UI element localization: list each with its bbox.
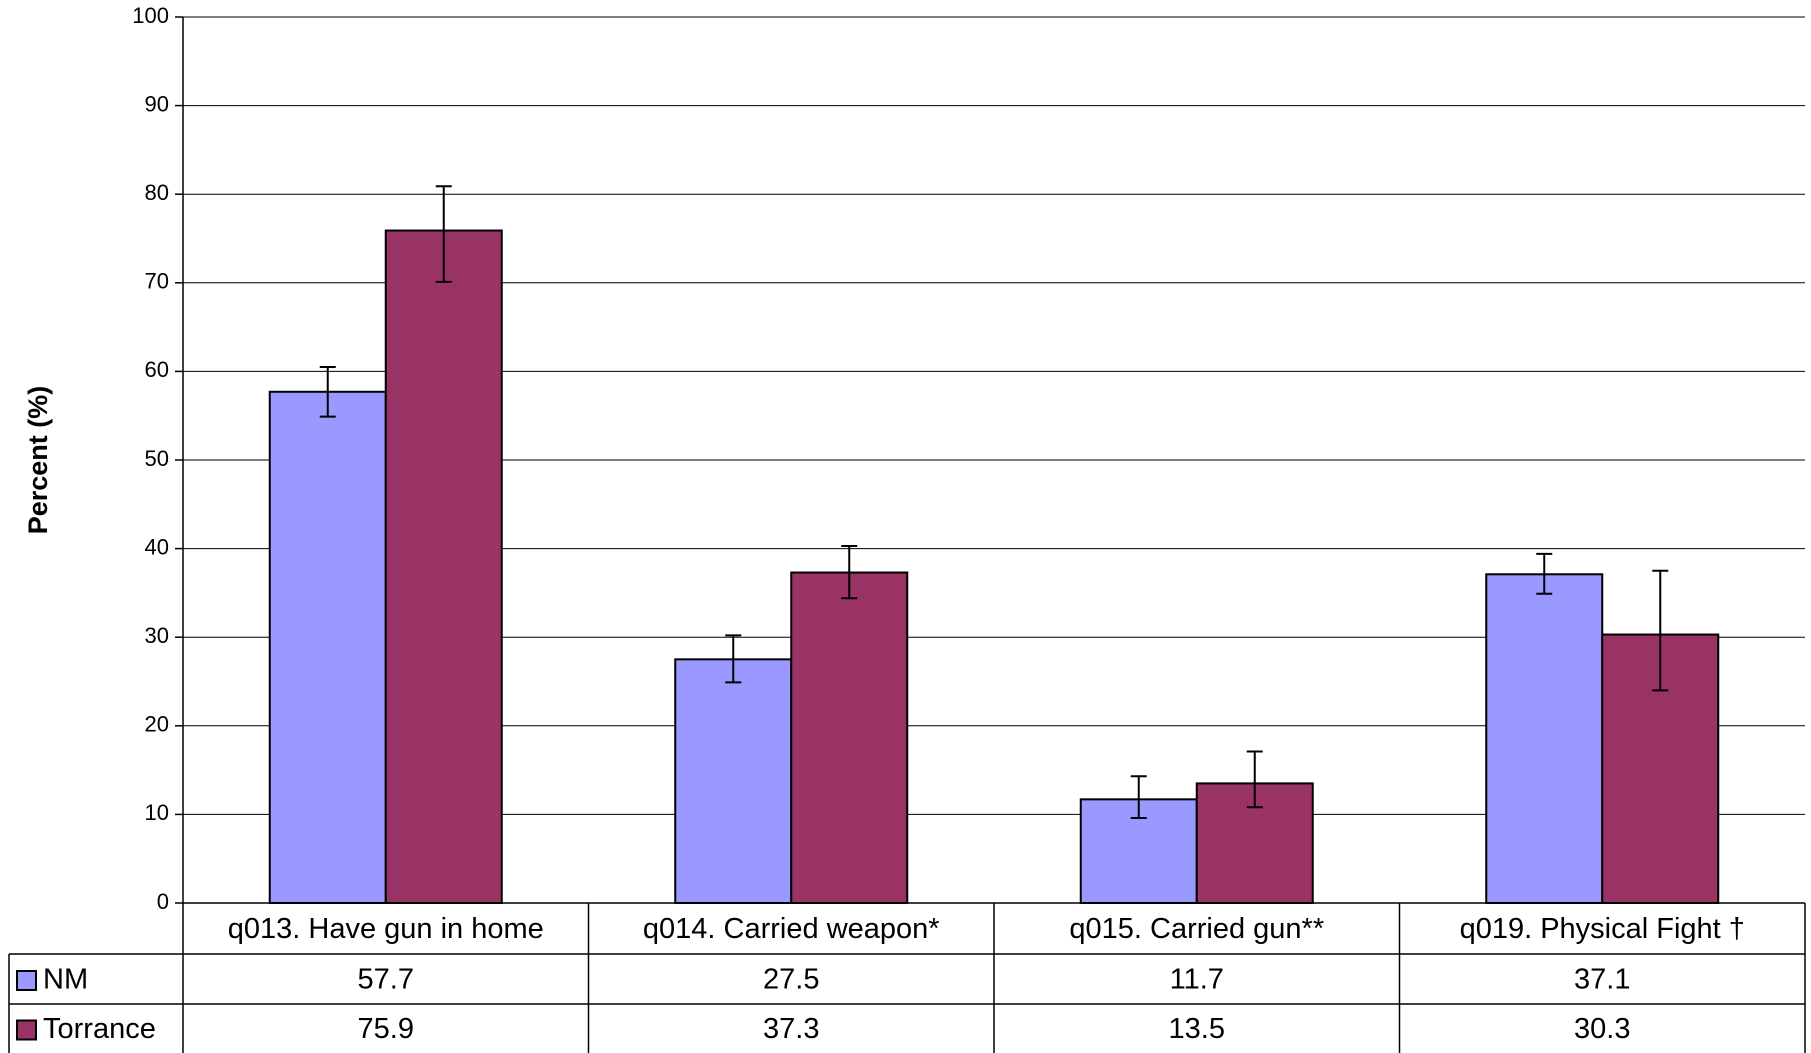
y-tick-label: 30 — [145, 623, 169, 648]
bars — [268, 229, 1720, 905]
y-tick-label: 60 — [145, 357, 169, 382]
data-label-torrance: 30.3 — [1574, 1013, 1630, 1045]
bar-nm — [268, 390, 387, 904]
data-label-nm: 27.5 — [763, 964, 819, 996]
y-tick-label: 90 — [145, 91, 169, 116]
data-label-nm: 57.7 — [358, 964, 414, 996]
bar-torrance — [790, 571, 909, 904]
x-tick-label: q014. Carried weapon* — [643, 913, 940, 945]
y-tick-label: 40 — [145, 534, 169, 559]
y-tick-label: 10 — [145, 800, 169, 825]
y-tick-label: 70 — [145, 269, 169, 294]
data-label-torrance: 13.5 — [1169, 1013, 1225, 1045]
data-label-nm: 37.1 — [1574, 964, 1630, 996]
data-label-torrance: 75.9 — [358, 1013, 414, 1045]
data-label-torrance: 37.3 — [763, 1013, 819, 1045]
y-axis-label: Percent (%) — [23, 386, 53, 535]
x-tick-label: q015. Carried gun** — [1069, 913, 1324, 945]
y-tick-label: 50 — [145, 446, 169, 471]
bar-nm — [1485, 573, 1604, 904]
y-axis-ticks: 0 10 20 30 40 50 60 70 80 90 100 — [132, 3, 183, 914]
x-tick-label: q013. Have gun in home — [228, 913, 544, 945]
y-tick-label: 20 — [145, 712, 169, 737]
legend-label-torrance: Torrance — [43, 1013, 156, 1045]
y-tick-label: 0 — [157, 889, 169, 914]
bar-torrance — [384, 229, 503, 904]
data-label-nm: 11.7 — [1170, 964, 1224, 996]
legend-key-torrance — [16, 1019, 37, 1041]
x-tick-label: q019. Physical Fight † — [1460, 913, 1745, 945]
y-tick-label: 100 — [132, 3, 169, 28]
y-tick-label: 80 — [145, 180, 169, 205]
legend-key-nm — [16, 970, 37, 991]
error-bars — [319, 185, 1669, 819]
data-table: q013. Have gun in home q014. Carried weap… — [8, 903, 1806, 1053]
bar-nm — [674, 658, 793, 904]
legend-label-nm: NM — [43, 964, 88, 996]
